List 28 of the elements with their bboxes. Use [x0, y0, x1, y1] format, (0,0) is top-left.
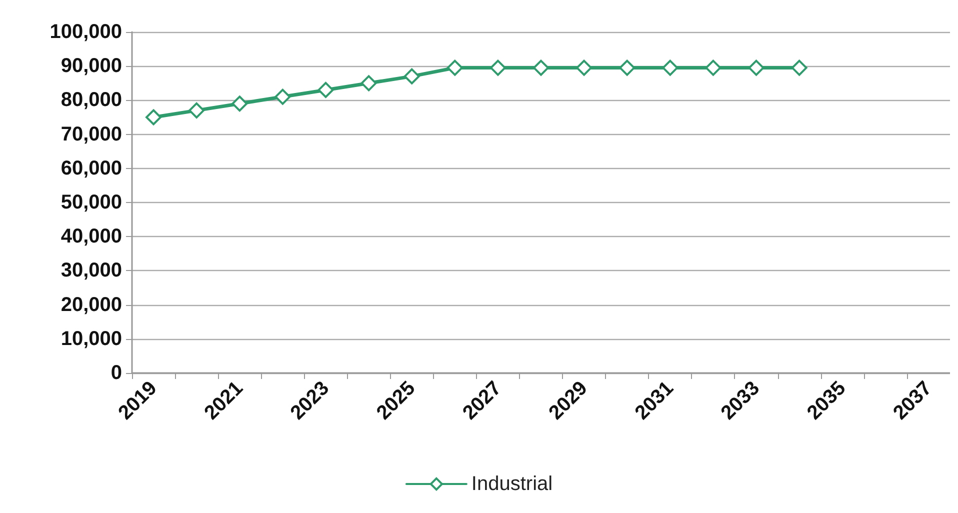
- y-tick-label: 100,000: [50, 21, 122, 43]
- y-tick-label: 90,000: [60, 55, 122, 78]
- y-tick-label: 60,000: [60, 157, 122, 180]
- y-tick-label: 10,000: [60, 328, 122, 350]
- y-tick-label: 0: [110, 362, 122, 384]
- point: [576, 60, 592, 76]
- y-tick-label: 80,000: [60, 89, 122, 112]
- point: [232, 96, 248, 112]
- point: [318, 82, 334, 98]
- point: [748, 60, 764, 76]
- point: [791, 60, 808, 76]
- point: [446, 60, 463, 76]
- point: [705, 60, 722, 76]
- y-tick-label: 50,000: [60, 192, 122, 214]
- point: [619, 60, 636, 76]
- y-tick-label: 70,000: [60, 123, 122, 146]
- point: [490, 60, 506, 76]
- point: [188, 102, 205, 118]
- point: [404, 68, 420, 84]
- point: [360, 75, 377, 92]
- legend-label: Industrial: [471, 473, 553, 495]
- point: [274, 88, 291, 105]
- point: [146, 109, 162, 126]
- point: [533, 60, 549, 76]
- y-tick-label: 20,000: [60, 294, 122, 316]
- y-tick-label: 40,000: [60, 226, 122, 248]
- y-tick-label: 30,000: [60, 260, 122, 282]
- point: [662, 60, 678, 76]
